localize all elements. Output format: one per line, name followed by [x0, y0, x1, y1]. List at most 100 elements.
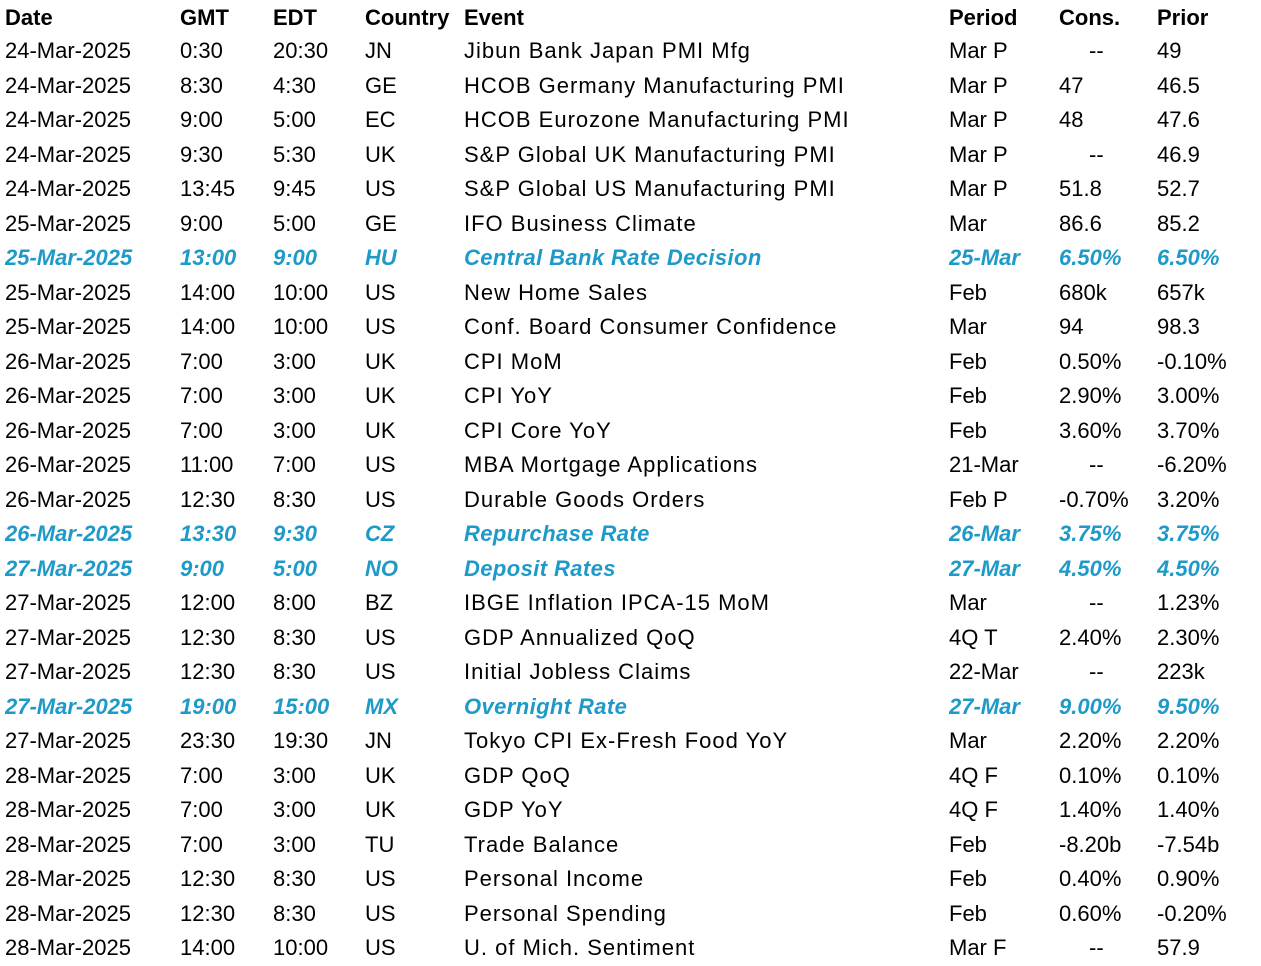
cell-event: GDP QoQ: [464, 762, 571, 788]
cell-date: 28-Mar-2025: [5, 900, 131, 926]
header-cons: Cons.: [1059, 5, 1121, 30]
header-prior: Prior: [1157, 5, 1209, 30]
table-row: 24-Mar-2025 9:30 5:30 UK S&P Global UK Manuf…: [5, 138, 1255, 173]
cell-event: Tokyo CPI Ex-Fresh Food YoY: [464, 728, 789, 753]
cell-edt: 8:30: [273, 624, 316, 650]
cell-country: TU: [365, 831, 395, 857]
cell-cons: -8.20b: [1059, 831, 1122, 857]
cell-event: GDP Annualized QoQ: [464, 624, 696, 650]
cell-country: GE: [365, 72, 397, 98]
cell-period: Mar: [949, 314, 987, 339]
table-row-highlight: 26-Mar-2025 13:30 9:30 CZ Repurchase Rate 26-…: [5, 517, 1255, 552]
table-row-highlight: 27-Mar-2025 19:00 15:00 MX Overnight Rate 27-…: [5, 690, 1255, 725]
cell-period: 25-Mar: [949, 245, 1020, 270]
cell-event: Central Bank Rate Decision: [464, 245, 762, 270]
cell-gmt: 13:45: [180, 176, 236, 201]
cell-cons: -0.70%: [1059, 486, 1129, 512]
cell-period: Feb: [949, 279, 987, 305]
cell-prior: 49: [1157, 38, 1182, 63]
cell-cons: 6.50%: [1059, 245, 1122, 270]
cell-country: UK: [365, 417, 396, 443]
table-row: 28-Mar-2025 7:00 3:00 UK GDP QoQ 4Q F 0.10% 0.1…: [5, 759, 1255, 794]
economic-calendar-table: Date GMT EDT Country Event Period Cons. …: [5, 1, 1255, 966]
header-edt: EDT: [273, 5, 317, 30]
cell-event: Trade Balance: [464, 831, 620, 857]
cell-period: Feb: [949, 417, 987, 443]
cell-edt: 8:30: [273, 486, 316, 512]
cell-prior: 1.40%: [1157, 797, 1220, 822]
table-row: 28-Mar-2025 7:00 3:00 TU Trade Balance Feb -8.…: [5, 828, 1255, 863]
cell-event: HCOB Eurozone Manufacturing PMI: [464, 107, 850, 132]
cell-gmt: 14:00: [180, 935, 236, 960]
cell-gmt: 7:00: [180, 383, 223, 408]
cell-cons: 2.40%: [1059, 624, 1122, 650]
cell-cons: 2.20%: [1059, 728, 1122, 753]
cell-period: Feb: [949, 383, 987, 408]
cell-edt: 8:30: [273, 900, 316, 926]
table-row: 26-Mar-2025 12:30 8:30 US Durable Goods Orde…: [5, 483, 1255, 518]
cell-date: 27-Mar-2025: [5, 693, 133, 719]
cell-date: 24-Mar-2025: [5, 107, 131, 132]
cell-date: 27-Mar-2025: [5, 555, 133, 581]
cell-period: 21-Mar: [949, 452, 1019, 477]
cell-edt: 9:45: [273, 176, 316, 201]
cell-cons: --: [1089, 141, 1104, 167]
cell-edt: 9:00: [273, 245, 318, 270]
cell-edt: 10:00: [273, 314, 329, 339]
cell-date: 25-Mar-2025: [5, 210, 131, 236]
cell-period: Mar F: [949, 935, 1007, 960]
cell-cons: 9.00%: [1059, 693, 1122, 719]
cell-date: 25-Mar-2025: [5, 314, 131, 339]
cell-period: Feb: [949, 866, 987, 891]
cell-gmt: 12:30: [180, 866, 236, 891]
cell-event: CPI YoY: [464, 383, 553, 408]
cell-gmt: 13:00: [180, 245, 237, 270]
cell-date: 28-Mar-2025: [5, 935, 131, 960]
cell-country: HU: [365, 245, 397, 270]
cell-date: 28-Mar-2025: [5, 797, 131, 822]
cell-edt: 8:30: [273, 659, 316, 684]
cell-cons: 94: [1059, 314, 1084, 339]
cell-country: MX: [365, 693, 398, 719]
cell-country: US: [365, 659, 396, 684]
cell-country: US: [365, 176, 396, 201]
cell-country: UK: [365, 762, 396, 788]
cell-date: 24-Mar-2025: [5, 176, 131, 201]
table-body: 24-Mar-2025 0:30 20:30 JN Jibun Bank Japan P…: [5, 34, 1255, 966]
cell-country: UK: [365, 348, 396, 374]
cell-prior: 1.23%: [1157, 590, 1220, 615]
cell-gmt: 12:30: [180, 486, 236, 512]
cell-period: Mar: [949, 590, 987, 615]
cell-edt: 3:00: [273, 417, 316, 443]
cell-prior: 0.90%: [1157, 866, 1220, 891]
cell-cons: 3.75%: [1059, 521, 1122, 546]
cell-event: IBGE Inflation IPCA-15 MoM: [464, 590, 770, 615]
table-row: 26-Mar-2025 11:00 7:00 US MBA Mortgage Appli…: [5, 448, 1255, 483]
cell-event: Deposit Rates: [464, 555, 616, 581]
header-row: Date GMT EDT Country Event Period Cons. …: [5, 1, 1255, 34]
header-gmt: GMT: [180, 5, 229, 30]
cell-country: US: [365, 452, 396, 477]
cell-date: 24-Mar-2025: [5, 72, 131, 98]
cell-event: Repurchase Rate: [464, 521, 650, 546]
cell-prior: -7.54b: [1157, 831, 1220, 857]
cell-cons: --: [1089, 590, 1104, 615]
cell-gmt: 12:30: [180, 624, 236, 650]
table-row: 27-Mar-2025 12:00 8:00 BZ IBGE Inflation IPC…: [5, 586, 1255, 621]
cell-event: Conf. Board Consumer Confidence: [464, 314, 838, 339]
cell-prior: 657k: [1157, 279, 1205, 305]
cell-prior: -6.20%: [1157, 452, 1227, 477]
cell-cons: --: [1089, 659, 1104, 684]
cell-edt: 3:00: [273, 797, 316, 822]
cell-period: Feb: [949, 900, 987, 926]
cell-gmt: 12:30: [180, 659, 236, 684]
cell-edt: 5:00: [273, 555, 318, 581]
cell-event: MBA Mortgage Applications: [464, 452, 759, 477]
cell-cons: 0.10%: [1059, 762, 1122, 788]
cell-cons: 47: [1059, 72, 1084, 98]
cell-period: Feb P: [949, 486, 1008, 512]
cell-cons: 0.60%: [1059, 900, 1122, 926]
cell-cons: 1.40%: [1059, 797, 1122, 822]
table-row: 24-Mar-2025 8:30 4:30 GE HCOB Germany Manufa…: [5, 69, 1255, 104]
cell-event: CPI MoM: [464, 348, 563, 374]
